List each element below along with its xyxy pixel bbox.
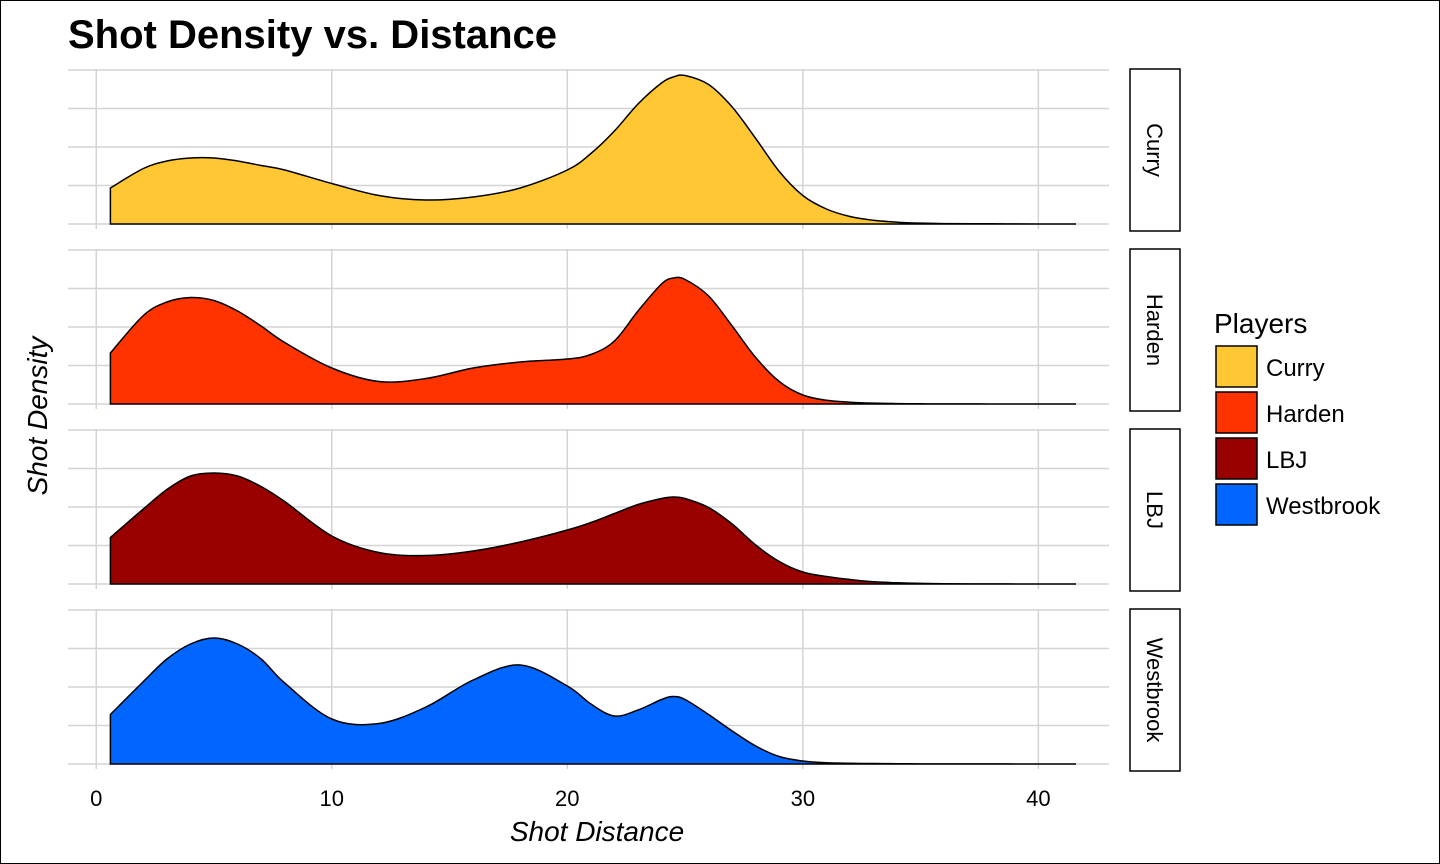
- strip-harden: [1129, 248, 1181, 412]
- strip-label: LBJ: [1142, 491, 1167, 529]
- legend-swatch-harden: [1215, 391, 1258, 434]
- y-axis-title: Shot Density: [22, 335, 53, 496]
- strip-westbrook: [1129, 608, 1181, 772]
- facet-panels: Curry Harden LBJ Westbrook: [68, 68, 1181, 772]
- legend: Players Curry Harden LBJ Westbrook: [1214, 308, 1381, 526]
- legend-label-harden: Harden: [1266, 401, 1345, 428]
- legend-swatch-westbrook: [1215, 483, 1258, 526]
- strip-lbj: [1129, 428, 1181, 592]
- panel-westbrook: Westbrook: [68, 608, 1181, 772]
- x-tick-label: 30: [791, 786, 815, 811]
- x-tick-label: 20: [555, 786, 579, 811]
- panel-harden: Harden: [68, 248, 1181, 412]
- density-area-curry: [109, 74, 1076, 225]
- panel-lbj: LBJ: [68, 428, 1181, 592]
- strip-curry: [1129, 68, 1181, 232]
- panel-curry: Curry: [68, 68, 1181, 232]
- x-tick-label: 40: [1026, 786, 1050, 811]
- legend-title: Players: [1214, 308, 1307, 339]
- legend-label-curry: Curry: [1266, 355, 1325, 382]
- chart-title: Shot Density vs. Distance: [68, 13, 557, 57]
- legend-swatch-curry: [1215, 345, 1258, 388]
- legend-label-westbrook: Westbrook: [1266, 493, 1381, 520]
- x-axis-title: Shot Distance: [510, 816, 684, 847]
- x-axis-ticks: 0 10 20 30 40: [90, 786, 1050, 811]
- density-area-lbj: [109, 472, 1076, 585]
- x-tick-label: 10: [320, 786, 344, 811]
- legend-label-lbj: LBJ: [1266, 447, 1307, 474]
- legend-swatch-lbj: [1215, 437, 1258, 480]
- density-area-harden: [109, 276, 1076, 405]
- x-tick-label: 0: [90, 786, 102, 811]
- strip-label: Harden: [1142, 294, 1167, 366]
- strip-label: Curry: [1142, 123, 1167, 177]
- strip-label: Westbrook: [1142, 638, 1167, 744]
- density-area-westbrook: [109, 637, 1076, 765]
